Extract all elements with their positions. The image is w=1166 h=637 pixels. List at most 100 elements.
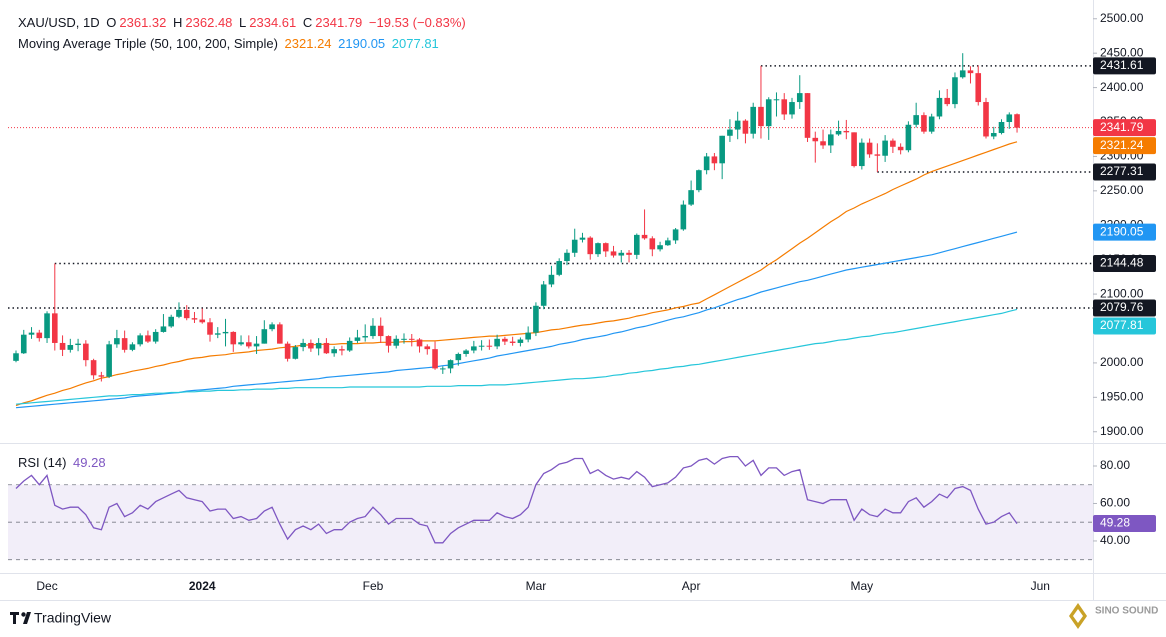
candle-body: [750, 106, 756, 134]
candle-body: [595, 243, 601, 255]
y-tick-label: 2400.00: [1100, 80, 1144, 94]
candle-body: [277, 324, 283, 344]
candle-body: [75, 343, 81, 346]
badge-label: 2079.76: [1100, 300, 1144, 314]
ohlc-label: H: [173, 15, 183, 30]
candle-body: [680, 204, 687, 230]
badge-label: 2190.05: [1100, 224, 1144, 238]
candle-body: [796, 93, 803, 103]
badge-label: 2431.61: [1100, 58, 1144, 72]
candle-body: [649, 238, 656, 250]
candle-body: [525, 332, 531, 340]
candle-body: [455, 353, 462, 361]
rsi-line: [15, 455, 1018, 544]
price-badge: 2079.76: [1093, 299, 1156, 317]
candle-body: [548, 274, 555, 285]
watermark-icon: [1073, 609, 1083, 623]
candle-body: [928, 116, 935, 132]
y-tick-label: 80.00: [1100, 458, 1130, 472]
candle-body: [571, 239, 578, 253]
candle-body: [401, 338, 407, 340]
ohlc-label: L: [239, 15, 247, 30]
watermark: SINO SOUND: [1069, 603, 1158, 629]
candle-body: [851, 132, 857, 167]
candle-body: [424, 346, 431, 350]
symbol-legend: XAU/USD, 1D O 2361.32 H 2362.48 L 2334.61 C…: [18, 15, 469, 30]
candle-body: [214, 333, 221, 335]
candle-body: [921, 115, 927, 132]
candle-body: [331, 349, 337, 354]
candle-body: [106, 344, 112, 377]
candle-body: [377, 325, 384, 337]
logo-icon: [21, 612, 26, 617]
candle-body: [533, 305, 539, 333]
ohlc-value: 2362.48: [185, 15, 233, 30]
indicator-title: Moving Average Triple (50, 100, 200, Sim…: [18, 36, 278, 51]
candle-body: [874, 154, 881, 156]
badge-bg: [1093, 254, 1156, 272]
candle-body: [610, 251, 617, 256]
candle-body: [882, 140, 888, 156]
candle-body: [711, 156, 718, 164]
candle-body: [719, 135, 725, 164]
candle-body: [540, 284, 547, 306]
brand-logo: TradingView: [10, 610, 112, 626]
candle-body: [67, 345, 74, 350]
candle-body: [789, 102, 795, 115]
candle-body: [897, 146, 904, 151]
candle-body: [207, 322, 213, 335]
candle-body: [975, 73, 982, 103]
candle-body: [114, 338, 120, 345]
candle-body: [308, 342, 314, 349]
ohlc-label: C: [302, 15, 313, 30]
brand-name: TradingView: [34, 610, 112, 626]
candle-body: [145, 335, 151, 342]
candle-body: [983, 102, 989, 137]
candle-body: [758, 106, 764, 127]
candle-body: [626, 252, 632, 255]
candle-body: [346, 340, 353, 351]
x-tick-label: Dec: [36, 579, 57, 593]
candle-body: [517, 339, 524, 343]
candle-body: [83, 343, 89, 361]
candle-body: [222, 331, 229, 334]
candle-body: [494, 338, 500, 347]
candle-body: [238, 342, 244, 345]
candle-body: [905, 124, 912, 151]
candle-body: [137, 335, 143, 345]
badge-bg: [1093, 223, 1156, 241]
candle-body: [556, 261, 562, 275]
candle-body: [152, 331, 159, 342]
candle-body: [191, 318, 198, 320]
candle-body: [160, 326, 167, 332]
candle-body: [657, 245, 663, 250]
rsi-title: RSI (14): [18, 455, 67, 470]
badge-bg: [1093, 119, 1156, 137]
candle-body: [370, 325, 376, 337]
candle-body: [998, 122, 1005, 134]
rsi-badge: 49.28: [1093, 515, 1156, 533]
candle-body: [959, 70, 966, 78]
candle-body: [261, 329, 268, 344]
x-tick-label: 2024: [189, 579, 216, 593]
candle-body: [52, 313, 58, 343]
candle-body: [292, 347, 299, 359]
candle-body: [385, 336, 392, 346]
candle-body: [688, 190, 694, 205]
candle-body: [843, 130, 850, 133]
candle-body: [812, 137, 819, 142]
candle-body: [502, 338, 508, 342]
candle-body: [742, 120, 749, 134]
candle-body: [129, 344, 136, 350]
candle-body: [1006, 114, 1013, 123]
candle-body: [579, 237, 586, 240]
candle-body: [44, 313, 50, 339]
candle-body: [587, 237, 594, 255]
candle-body: [634, 234, 640, 255]
ma-line: [15, 231, 1018, 409]
x-tick-label: Feb: [363, 579, 384, 593]
y-tick-label: 2250.00: [1100, 183, 1144, 197]
candle-body: [665, 240, 671, 246]
